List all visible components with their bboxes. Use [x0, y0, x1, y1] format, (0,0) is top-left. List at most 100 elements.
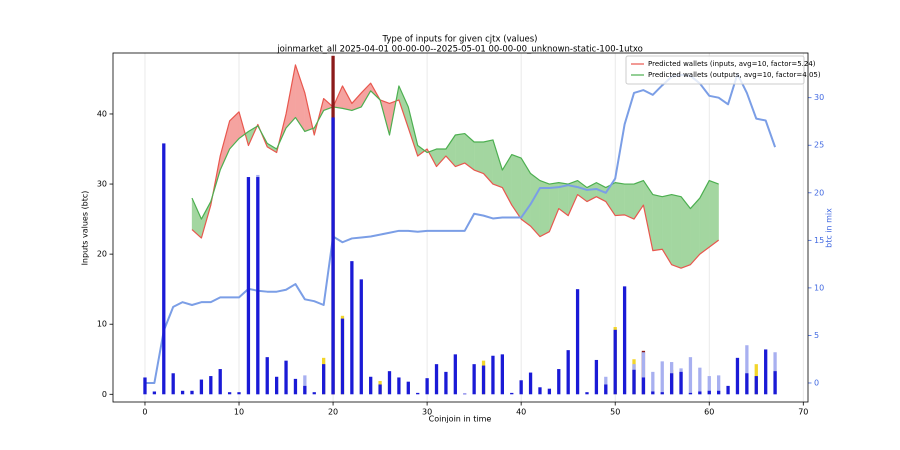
bar: [237, 392, 241, 395]
bar: [463, 393, 467, 395]
bar: [632, 369, 636, 395]
bar: [679, 371, 683, 395]
bar: [246, 177, 251, 395]
legend-box: [625, 55, 805, 85]
bar: [265, 357, 269, 395]
y2-tick-label: 20: [814, 188, 824, 197]
bar: [585, 392, 589, 395]
bar: [745, 345, 749, 395]
y2-tick-label: 30: [814, 93, 824, 102]
y2-axis-label: btc in mix: [825, 208, 834, 248]
bar: [218, 369, 222, 395]
bar: [735, 357, 740, 395]
x-tick-label: 70: [798, 408, 808, 417]
bar: [547, 388, 552, 395]
line-series: [191, 85, 719, 220]
bar: [688, 357, 693, 395]
bar: [162, 143, 166, 395]
bar: [491, 355, 495, 395]
bar: [519, 380, 523, 395]
y-tick-label: 20: [97, 250, 107, 259]
bar: [256, 177, 260, 395]
bar: [622, 286, 627, 395]
bar: [698, 391, 702, 395]
bar: [274, 376, 279, 395]
bar: [416, 392, 420, 395]
bar: [510, 392, 514, 395]
legend-label: Predicted wallets (inputs, avg=10, facto…: [648, 60, 816, 68]
y-axis-label: Inputs values (btc): [81, 191, 90, 266]
bar: [500, 354, 504, 395]
bar: [180, 390, 185, 395]
y2-tick-label: 10: [814, 283, 824, 292]
fill-band: [690, 197, 700, 266]
y2-tick-label: 25: [814, 141, 824, 150]
x-tick-label: 60: [704, 408, 714, 417]
bar: [303, 375, 307, 395]
fill-band: [624, 183, 635, 220]
bar: [754, 376, 758, 395]
bar: [745, 373, 749, 395]
bar: [199, 379, 204, 395]
bar: [594, 359, 599, 395]
bar: [472, 364, 476, 395]
x-tick-label: 10: [234, 408, 244, 417]
y2-tick-label: 5: [814, 331, 819, 340]
bar: [378, 384, 382, 395]
bar: [171, 373, 175, 395]
fill-band: [652, 194, 663, 251]
bar: [190, 390, 194, 395]
bar: [143, 377, 147, 395]
bar: [359, 279, 363, 395]
x-tick-label: 40: [516, 408, 526, 417]
bar: [660, 392, 664, 395]
bar: [481, 365, 486, 395]
y-tick-label: 40: [97, 109, 107, 118]
bar: [575, 289, 580, 395]
bar: [152, 391, 157, 395]
bar: [397, 377, 401, 395]
bar: [425, 378, 429, 395]
x-tick-label: 20: [328, 408, 338, 417]
bar: [669, 373, 674, 395]
bar: [369, 376, 373, 395]
y2-tick-label: 15: [814, 236, 824, 245]
fill-band: [615, 182, 625, 216]
bar: [340, 318, 345, 395]
bar: [641, 377, 646, 395]
bar: [707, 376, 711, 395]
bar: [726, 385, 730, 395]
bar: [717, 390, 721, 395]
bar: [227, 392, 232, 395]
chart-subtitle: joinmarket_all 2025-04-01 00-00-00--2025…: [276, 45, 643, 55]
bar: [707, 390, 711, 395]
bar: [538, 387, 542, 395]
bar: [331, 117, 335, 395]
bar: [322, 364, 326, 395]
bar: [651, 371, 655, 395]
legend-label: Predicted wallets (outputs, avg=10, fact…: [648, 71, 821, 79]
bar: [434, 364, 439, 395]
fill-band: [473, 141, 484, 174]
bar: [444, 371, 448, 395]
bar: [528, 372, 533, 395]
x-tick-label: 0: [142, 408, 147, 417]
plot-frame: [112, 52, 809, 403]
bar: [613, 329, 617, 395]
fill-band: [709, 180, 719, 248]
bar: [641, 352, 646, 395]
chart-title: Type of inputs for given cjtx (values): [382, 35, 538, 45]
y-tick-label: 10: [97, 320, 107, 329]
bar: [284, 360, 288, 395]
bar: [387, 371, 392, 395]
fill-band: [671, 194, 682, 269]
bar: [566, 350, 570, 395]
y2-tick-label: 0: [814, 378, 819, 387]
fill-band: [455, 133, 465, 167]
bar: [557, 369, 561, 395]
bar: [651, 391, 655, 395]
bar: [698, 367, 702, 395]
bar: [604, 384, 608, 395]
bar: [312, 392, 316, 395]
